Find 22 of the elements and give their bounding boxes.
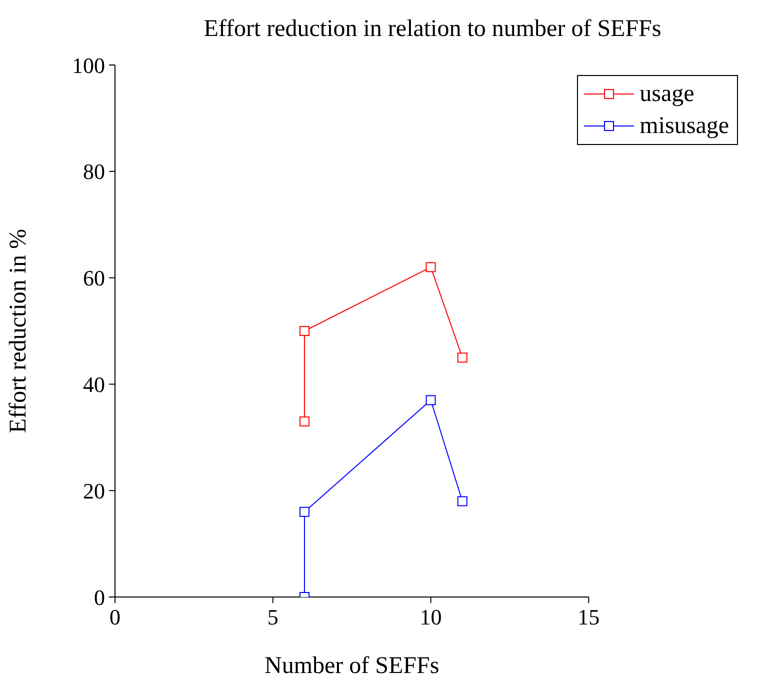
point xyxy=(299,326,310,336)
x-tick-label: 0 xyxy=(110,604,120,630)
legend-label: misusage xyxy=(640,112,729,140)
point xyxy=(457,352,468,363)
y-tick-label: 20 xyxy=(83,478,105,504)
x-tick-label: 10 xyxy=(420,604,442,630)
y-tick-label: 0 xyxy=(94,584,105,610)
chart-title: Effort reduction in relation to number of SEFFs xyxy=(202,16,662,43)
y-tick-label: 40 xyxy=(83,372,105,398)
x-tick-label: 5 xyxy=(267,604,278,630)
legend-label: usage xyxy=(640,80,694,108)
point xyxy=(299,506,310,517)
point xyxy=(426,395,436,406)
y-tick-label: 60 xyxy=(83,266,105,291)
point xyxy=(299,416,310,426)
y-tick-label: 100 xyxy=(72,52,105,78)
y-tick-label: 80 xyxy=(83,159,105,184)
x-axis-title: Number of SEFFs xyxy=(264,653,440,677)
point xyxy=(457,496,468,506)
x-tick-label: 15 xyxy=(578,604,600,630)
point xyxy=(426,262,436,272)
y-axis-title: Effort reduction in % xyxy=(6,228,32,434)
